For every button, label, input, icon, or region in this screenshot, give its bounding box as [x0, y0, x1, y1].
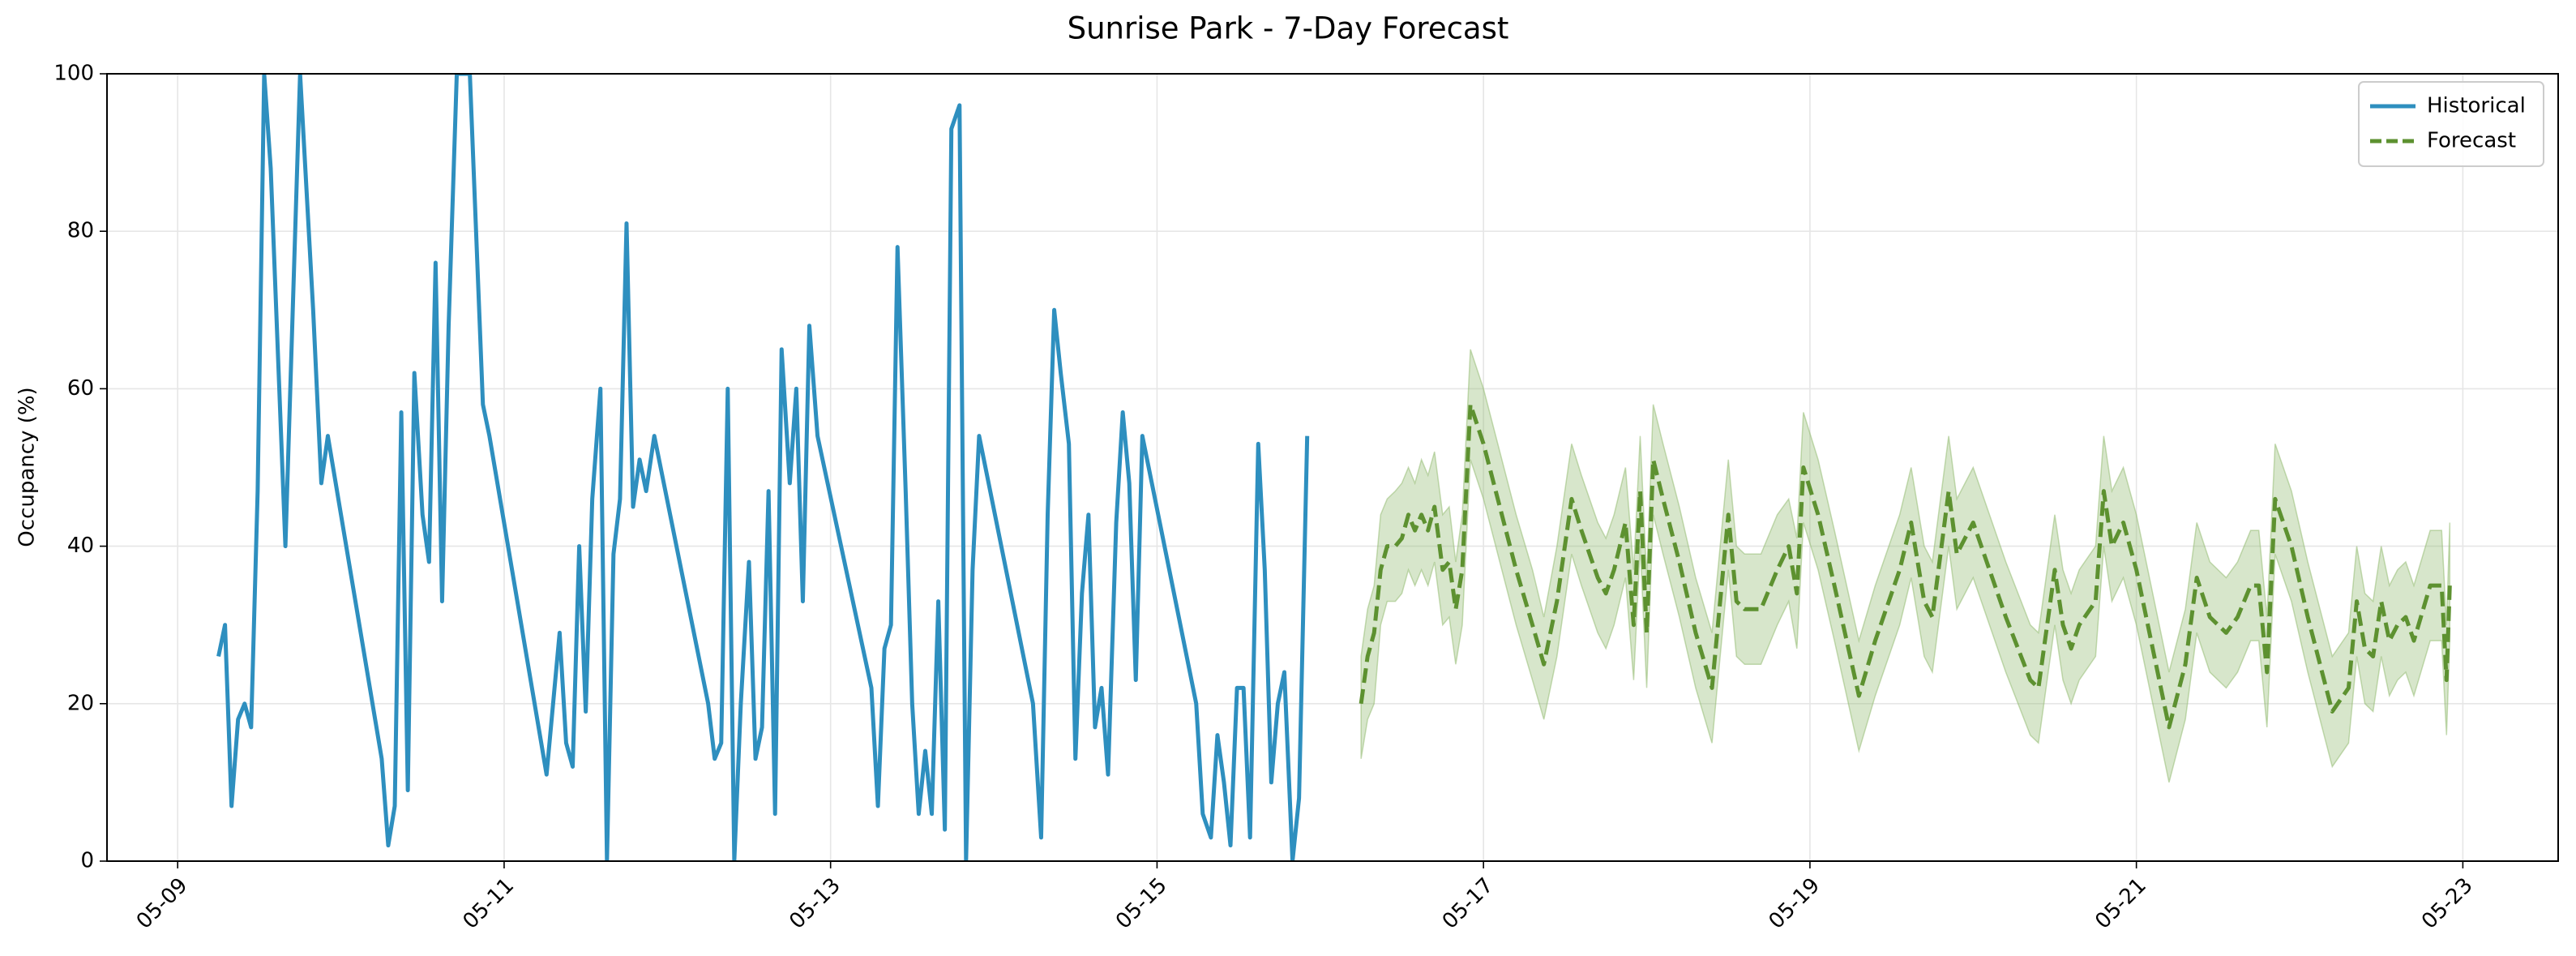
chart-title: Sunrise Park - 7-Day Forecast [1068, 11, 1509, 46]
y-tick-label: 100 [53, 62, 94, 86]
y-tick-label: 80 [67, 219, 94, 243]
y-tick-label: 0 [80, 849, 94, 873]
plot-frame [106, 73, 2559, 862]
legend-label: Historical [2427, 94, 2526, 118]
y-axis-label: Occupancy (%) [15, 387, 40, 547]
legend-box [2358, 81, 2544, 167]
legend-label: Forecast [2427, 129, 2516, 153]
y-tick-label: 40 [67, 534, 94, 558]
y-tick-label: 60 [67, 376, 94, 401]
series-line [216, 74, 1310, 861]
series-line [1359, 402, 2452, 730]
y-tick-label: 20 [67, 691, 94, 715]
